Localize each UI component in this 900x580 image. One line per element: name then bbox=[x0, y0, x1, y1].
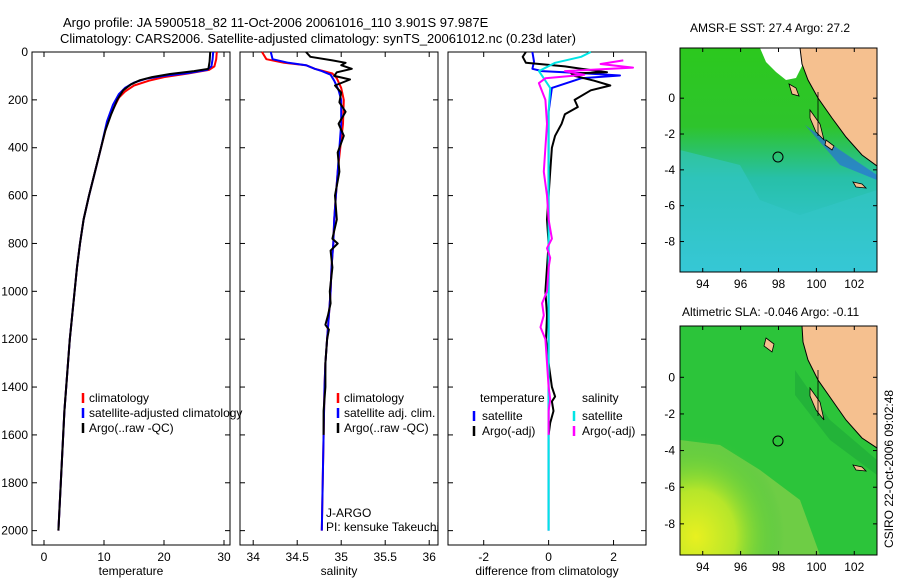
diff-legend-header-salinity: salinity bbox=[582, 391, 619, 405]
temperature-xtick-label: 30 bbox=[217, 550, 231, 564]
map-ytick-label: 0 bbox=[668, 370, 675, 384]
difference-xtick-label: 2 bbox=[610, 550, 617, 564]
salinity-xtick-label: 35 bbox=[335, 550, 349, 564]
sst-map-island-1 bbox=[788, 83, 800, 97]
depth-tick-label: 0 bbox=[21, 45, 28, 59]
diff-legend-label: Argo(-adj) bbox=[482, 424, 535, 438]
map-ytick-label: -2 bbox=[664, 407, 675, 421]
map-xtick-label: 94 bbox=[696, 560, 710, 574]
sla-map-island-1 bbox=[763, 337, 775, 353]
sla-map-land bbox=[801, 326, 877, 449]
diff-legend-header-temperature: temperature bbox=[480, 391, 545, 405]
pi-label: PI: kensuke Takeuchi bbox=[326, 520, 439, 534]
difference-xlabel: difference from climatology bbox=[475, 564, 618, 578]
salinity-series-line-2 bbox=[305, 51, 353, 435]
map-ytick-label: -6 bbox=[664, 199, 675, 213]
salinity-axes-frame bbox=[239, 51, 439, 546]
sst-map-panel: AMSR-E SST: 27.4 Argo: 27.2 94 96 98 100 102… bbox=[664, 21, 878, 291]
temperature-xtick-label: 0 bbox=[41, 550, 48, 564]
temperature-legend-label: satellite-adjusted climatology bbox=[89, 406, 242, 420]
salinity-legend-label: satellite adj. clim. bbox=[344, 406, 435, 420]
diff-legend-label: satellite bbox=[582, 409, 623, 423]
sla-map-ticks: 94 96 98 100 102 0 -2 -4 -6 -8 bbox=[664, 326, 877, 574]
salinity-legend-label: Argo(..raw -QC) bbox=[344, 421, 429, 435]
temperature-xlabel: temperature bbox=[99, 564, 164, 578]
map-xtick-label: 98 bbox=[772, 560, 786, 574]
map-xtick-label: 96 bbox=[734, 560, 748, 574]
map-ytick-label: -2 bbox=[664, 127, 675, 141]
depth-tick-label: 1400 bbox=[1, 380, 28, 394]
sst-map-island-3 bbox=[824, 139, 835, 151]
depth-tick-label: 600 bbox=[8, 189, 28, 203]
salinity-xlabel: salinity bbox=[321, 564, 358, 578]
map-ytick-label: -4 bbox=[664, 163, 675, 177]
jargo-label: J-ARGO bbox=[326, 506, 371, 520]
credit-label: CSIRO 22-Oct-2006 09:02:48 bbox=[882, 390, 896, 548]
difference-xtick-label: -2 bbox=[478, 550, 489, 564]
sla-map-argo-marker bbox=[772, 435, 784, 447]
sst-map-cool-patch bbox=[680, 150, 877, 272]
salinity-xtick-label: 34.5 bbox=[286, 550, 310, 564]
temperature-series-line-1 bbox=[57, 51, 215, 531]
map-xtick-label: 100 bbox=[806, 277, 826, 291]
depth-tick-label: 1800 bbox=[1, 476, 28, 490]
depth-tick-label: 1200 bbox=[1, 332, 28, 346]
depth-tick-label: 2000 bbox=[1, 524, 28, 538]
diff-legend-label: Argo(-adj) bbox=[582, 424, 635, 438]
depth-tick-label: 800 bbox=[8, 236, 28, 250]
sst-map-cloud-mask bbox=[760, 48, 805, 80]
map-ytick-label: -8 bbox=[664, 235, 675, 249]
sst-map-ticks: 94 96 98 100 102 0 -2 -4 -6 -8 bbox=[664, 48, 877, 291]
sst-map-island-4 bbox=[852, 181, 868, 189]
temperature-axes-frame bbox=[31, 51, 231, 546]
sst-map-land bbox=[799, 48, 877, 167]
map-xtick-label: 94 bbox=[696, 277, 710, 291]
sst-map-title: AMSR-E SST: 27.4 Argo: 27.2 bbox=[690, 21, 850, 35]
depth-tick-label: 400 bbox=[8, 141, 28, 155]
map-xtick-label: 102 bbox=[844, 277, 864, 291]
depth-tick-label: 200 bbox=[8, 93, 28, 107]
temperature-series-line-2 bbox=[57, 51, 212, 531]
difference-xtick-label: 0 bbox=[545, 550, 552, 564]
map-xtick-label: 96 bbox=[734, 277, 748, 291]
diff-legend-label: satellite bbox=[482, 409, 523, 423]
salinity-xtick-label: 34 bbox=[247, 550, 261, 564]
sla-map-dark-coast bbox=[795, 370, 877, 475]
temperature-series-line-0 bbox=[57, 51, 218, 531]
difference-series-line-2 bbox=[537, 51, 592, 531]
map-ytick-label: 0 bbox=[668, 91, 675, 105]
temperature-xtick-label: 10 bbox=[97, 550, 111, 564]
figure-title-line1: Argo profile: JA 5900518_82 11-Oct-2006 … bbox=[63, 15, 489, 30]
salinity-xtick-label: 35.5 bbox=[374, 550, 398, 564]
temperature-legend-label: Argo(..raw -QC) bbox=[89, 421, 174, 435]
map-ytick-label: -6 bbox=[664, 480, 675, 494]
map-xtick-label: 102 bbox=[844, 560, 864, 574]
sla-map-title: Altimetric SLA: -0.046 Argo: -0.11 bbox=[682, 305, 860, 319]
map-ytick-label: -4 bbox=[664, 444, 675, 458]
difference-series-line-1 bbox=[521, 51, 612, 436]
temperature-xtick-label: 20 bbox=[157, 550, 171, 564]
difference-axes-frame bbox=[447, 51, 647, 546]
difference-series-line-3 bbox=[537, 59, 634, 435]
salinity-profile-panel: 34 34.5 35 35.5 36 salinity climatologysatelli… bbox=[239, 51, 439, 578]
sla-map-panel: Altimetric SLA: -0.046 Argo: -0.11 94 96 9… bbox=[664, 305, 878, 574]
map-xtick-label: 100 bbox=[806, 560, 826, 574]
depth-tick-label: 1000 bbox=[1, 284, 28, 298]
sla-map-island-3 bbox=[852, 464, 868, 472]
depth-tick-label: 1600 bbox=[1, 428, 28, 442]
figure-title-line2: Climatology: CARS2006. Satellite-adjuste… bbox=[60, 31, 576, 46]
temperature-legend-label: climatology bbox=[89, 391, 149, 405]
salinity-xtick-label: 36 bbox=[423, 550, 437, 564]
map-ytick-label: -8 bbox=[664, 517, 675, 531]
sst-map-argo-marker bbox=[772, 151, 784, 163]
temperature-profile-panel: 0 10 20 30 0 200 400 600 800 1000 1200 1400 1600 1800… bbox=[1, 45, 242, 578]
map-xtick-label: 98 bbox=[772, 277, 786, 291]
salinity-legend-label: climatology bbox=[344, 391, 404, 405]
